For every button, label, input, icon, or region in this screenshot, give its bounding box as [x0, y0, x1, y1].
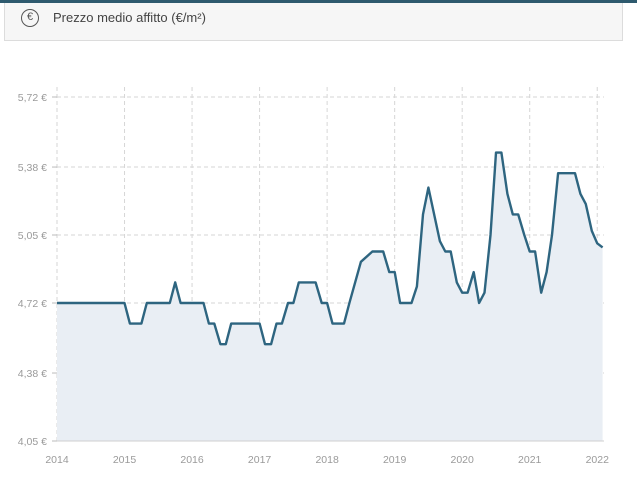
y-axis: 4,05 € 4,38 € 4,72 € 5,05 € 5,38 € 5,72 €: [18, 92, 57, 448]
y-tick-label: 5,05 €: [18, 230, 47, 242]
x-tick-label: 2016: [180, 454, 204, 466]
x-axis: 2014 2015 2016 2017 2018 2019 2020 2021 2022: [45, 440, 610, 466]
y-tick-label: 4,38 €: [18, 368, 47, 380]
x-tick-label: 2018: [315, 454, 339, 466]
x-tick-label: 2020: [451, 454, 475, 466]
chart-header: € Prezzo medio affitto (€/m²): [4, 3, 623, 41]
euro-circle-icon: €: [21, 9, 39, 27]
x-tick-label: 2015: [113, 454, 137, 466]
y-tick-label: 4,72 €: [18, 298, 47, 310]
y-tick-label: 4,05 €: [18, 436, 47, 448]
series-area-fill: [57, 152, 603, 441]
x-tick-label: 2021: [518, 454, 542, 466]
x-tick-label: 2019: [383, 454, 407, 466]
top-accent-bar: [0, 0, 637, 3]
x-tick-label: 2017: [248, 454, 272, 466]
series-line: [57, 151, 604, 346]
y-tick-label: 5,72 €: [18, 92, 47, 104]
chart-title: Prezzo medio affitto (€/m²): [53, 10, 206, 25]
x-tick-label: 2014: [45, 454, 69, 466]
y-tick-label: 5,38 €: [18, 162, 47, 174]
x-tick-label: 2022: [586, 454, 610, 466]
